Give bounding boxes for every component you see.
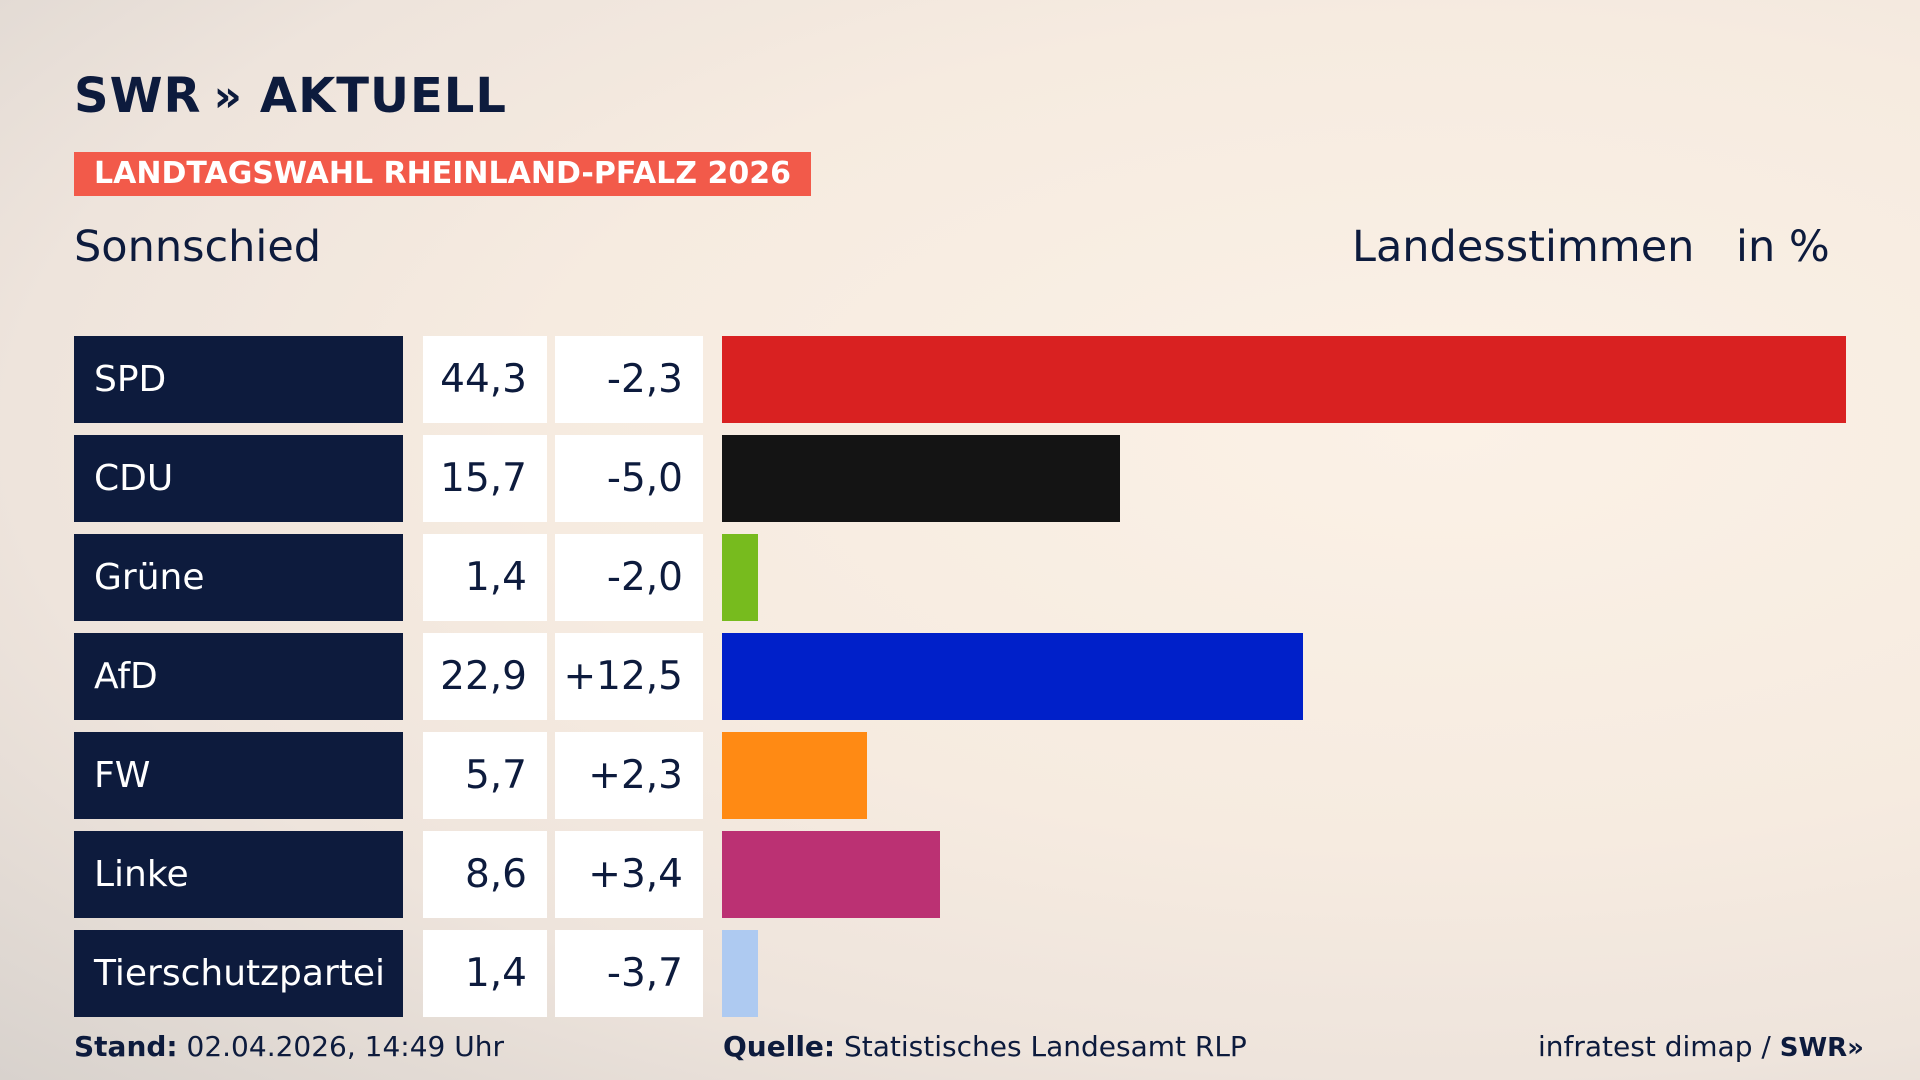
vote-change-label: -2,3 <box>555 336 703 423</box>
vote-share-bar <box>722 831 940 918</box>
party-name: SPD <box>74 336 403 423</box>
vote-share-bar <box>722 534 758 621</box>
vote-change-label: +2,3 <box>555 732 703 819</box>
swr-logo-small: SWR» <box>1779 1033 1864 1063</box>
vote-share-bar <box>722 732 867 819</box>
source: Quelle: Statistisches Landesamt RLP <box>723 1030 1247 1063</box>
vote-share-label: 8,6 <box>423 831 547 918</box>
party-name: FW <box>74 732 403 819</box>
results-chart: SPD 44,3 -2,3 CDU 15,7 -5,0 Grüne 1,4 -2,0 AfD 22,… <box>74 336 1846 1029</box>
vote-change-label: +3,4 <box>555 831 703 918</box>
logo-text: SWR <box>74 68 202 124</box>
credit: infratest dimap / SWR» <box>1538 1030 1864 1063</box>
vote-share-bar <box>722 633 1303 720</box>
place-title: Sonnschied <box>74 222 322 272</box>
party-name: AfD <box>74 633 403 720</box>
vote-share-bar <box>722 930 758 1017</box>
vote-change-label: -3,7 <box>555 930 703 1017</box>
party-name: Linke <box>74 831 403 918</box>
vote-type-label: Landesstimmen <box>1352 222 1695 272</box>
party-row: FW 5,7 +2,3 <box>74 732 1846 819</box>
vote-share-bar <box>722 336 1846 423</box>
vote-change-label: -5,0 <box>555 435 703 522</box>
logo-chevron-icon: » <box>213 70 242 122</box>
party-row: SPD 44,3 -2,3 <box>74 336 1846 423</box>
party-name: Tierschutzpartei <box>74 930 403 1017</box>
bar-track <box>722 732 1846 819</box>
swr-aktuell-logo: SWR » AKTUELL <box>74 68 507 124</box>
source-label: Quelle: <box>723 1030 836 1063</box>
election-kicker: LANDTAGSWAHL RHEINLAND-PFALZ 2026 <box>74 152 811 196</box>
vote-share-label: 22,9 <box>423 633 547 720</box>
credit-text: infratest dimap / <box>1538 1030 1771 1063</box>
bar-track <box>722 336 1846 423</box>
bar-track <box>722 633 1846 720</box>
vote-share-bar <box>722 435 1120 522</box>
timestamp: Stand: 02.04.2026, 14:49 Uhr <box>74 1030 504 1063</box>
vote-share-label: 1,4 <box>423 534 547 621</box>
unit-label: in % <box>1736 222 1830 272</box>
timestamp-value: 02.04.2026, 14:49 Uhr <box>186 1030 504 1063</box>
logo-suffix: AKTUELL <box>259 68 507 124</box>
bar-track <box>722 930 1846 1017</box>
party-row: AfD 22,9 +12,5 <box>74 633 1846 720</box>
vote-change-label: -2,0 <box>555 534 703 621</box>
party-row: Tierschutzpartei 1,4 -3,7 <box>74 930 1846 1017</box>
vote-share-label: 5,7 <box>423 732 547 819</box>
vote-share-label: 15,7 <box>423 435 547 522</box>
source-value: Statistisches Landesamt RLP <box>844 1030 1247 1063</box>
vote-share-label: 44,3 <box>423 336 547 423</box>
party-name: Grüne <box>74 534 403 621</box>
bar-track <box>722 435 1846 522</box>
vote-share-label: 1,4 <box>423 930 547 1017</box>
vote-change-label: +12,5 <box>555 633 703 720</box>
party-row: Linke 8,6 +3,4 <box>74 831 1846 918</box>
party-name: CDU <box>74 435 403 522</box>
party-row: Grüne 1,4 -2,0 <box>74 534 1846 621</box>
party-row: CDU 15,7 -5,0 <box>74 435 1846 522</box>
bar-track <box>722 831 1846 918</box>
bar-track <box>722 534 1846 621</box>
timestamp-label: Stand: <box>74 1030 178 1063</box>
